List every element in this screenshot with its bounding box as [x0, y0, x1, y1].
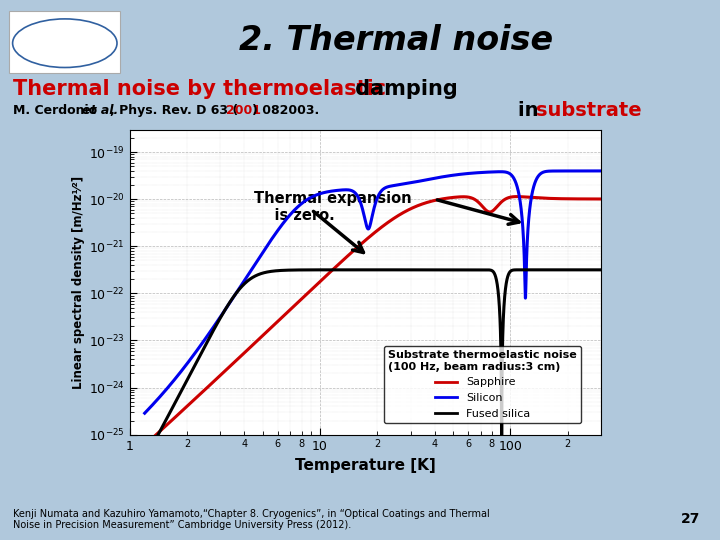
Text: Thermal noise by thermoelastic: Thermal noise by thermoelastic: [13, 79, 386, 99]
Text: ) 082003.: ) 082003.: [252, 104, 319, 117]
Text: Kenji Numata and Kazuhiro Yamamoto,“Chapter 8. Cryogenics”, in “Optical Coatings: Kenji Numata and Kazuhiro Yamamoto,“Chap…: [13, 509, 490, 530]
Text: damping: damping: [348, 79, 458, 99]
Text: KA: KA: [20, 33, 46, 51]
Legend: Sapphire, Silicon, Fused silica: Sapphire, Silicon, Fused silica: [384, 346, 582, 423]
Y-axis label: Linear spectral density [m/Hz¹⁄²]: Linear spectral density [m/Hz¹⁄²]: [72, 176, 85, 389]
Text: M. Cerdonio: M. Cerdonio: [13, 104, 102, 117]
Text: substrate: substrate: [536, 100, 642, 120]
Text: in: in: [518, 100, 546, 120]
Text: G: G: [52, 33, 66, 51]
Text: , Phys. Rev. D 63 (: , Phys. Rev. D 63 (: [110, 104, 238, 117]
Text: et al.: et al.: [82, 104, 118, 117]
Text: 2. Thermal noise: 2. Thermal noise: [239, 24, 553, 57]
X-axis label: Temperature [K]: Temperature [K]: [295, 458, 436, 473]
Text: Thermal expansion
    is zero.: Thermal expansion is zero.: [254, 191, 412, 223]
Text: 27: 27: [680, 512, 700, 526]
Text: 2001: 2001: [226, 104, 261, 117]
Text: RA: RA: [64, 33, 90, 51]
